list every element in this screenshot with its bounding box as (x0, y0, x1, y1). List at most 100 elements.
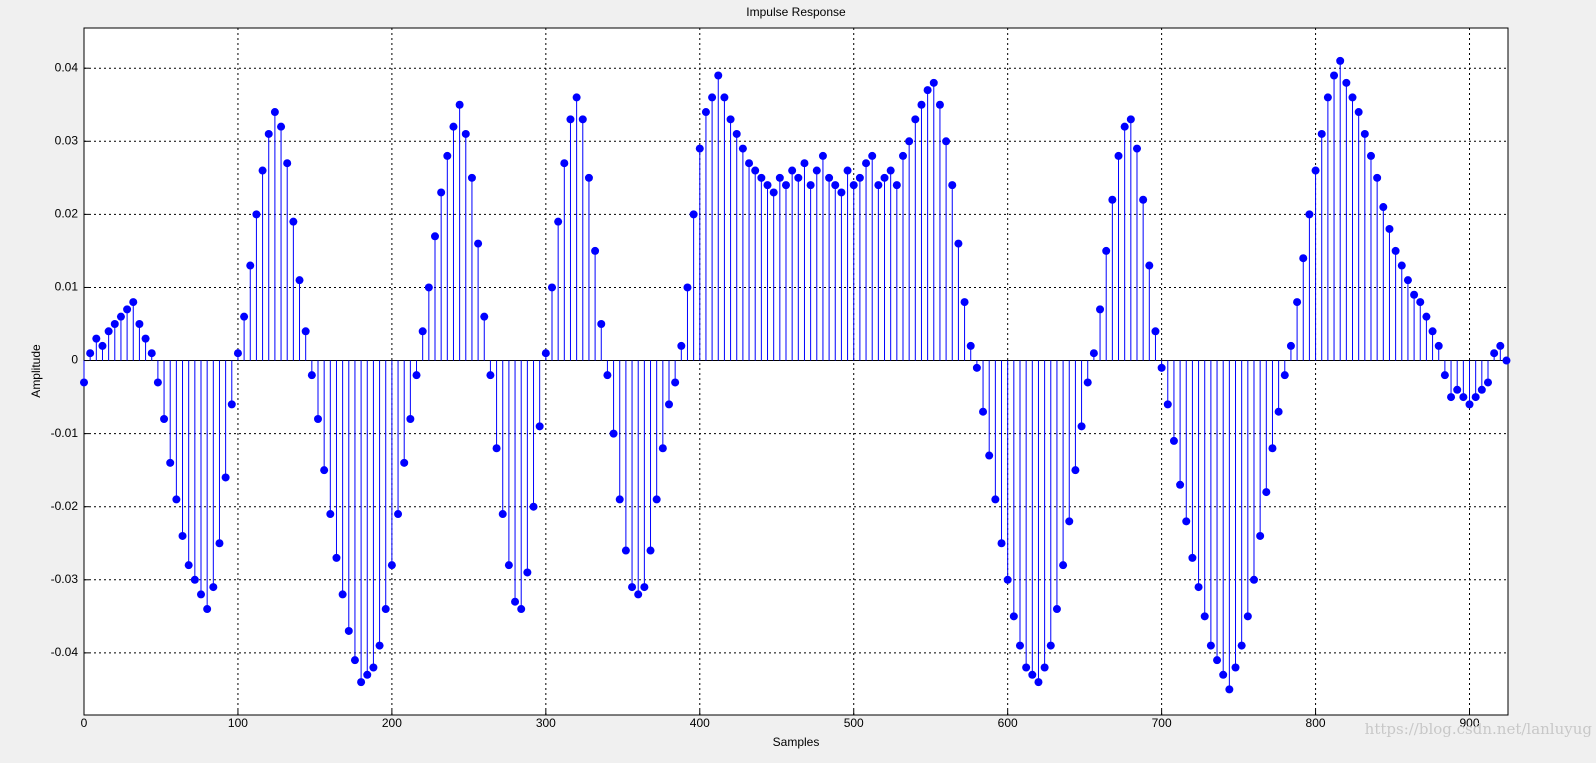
stem-marker (313, 415, 322, 424)
y-tick-label: 0.04 (55, 60, 79, 74)
y-tick-label: -0.02 (51, 499, 79, 513)
stem-marker (1422, 312, 1431, 321)
stem-marker (1317, 129, 1326, 138)
stem-marker (615, 495, 624, 504)
stem-marker (1397, 261, 1406, 270)
stem-marker (1157, 363, 1166, 372)
stem-marker (98, 341, 107, 350)
stem-marker (634, 590, 643, 599)
stem-marker (394, 510, 403, 519)
stem-marker (1132, 144, 1141, 153)
stem-marker (474, 239, 483, 248)
stem-marker (960, 298, 969, 307)
stem-marker (233, 349, 242, 358)
stem-marker (609, 429, 618, 438)
stem-marker (92, 334, 101, 343)
stem-marker (578, 115, 587, 124)
x-tick-label: 400 (690, 716, 710, 730)
stem-marker (1077, 422, 1086, 431)
stem-marker (215, 539, 224, 548)
stem-marker (320, 466, 329, 475)
stem-marker (892, 181, 901, 190)
stem-marker (1428, 327, 1437, 336)
y-tick-label: 0.01 (55, 280, 79, 294)
stem-marker (658, 444, 667, 453)
stem-marker (1403, 276, 1412, 285)
stem-marker (979, 407, 988, 416)
stem-marker (129, 298, 138, 307)
x-tick-label: 600 (998, 716, 1018, 730)
stem-marker (461, 129, 470, 138)
stem-marker (160, 415, 169, 424)
stem-marker (227, 400, 236, 409)
stem-marker (1015, 641, 1024, 650)
stem-marker (800, 159, 809, 168)
x-tick-label: 800 (1306, 716, 1326, 730)
stem-marker (1219, 670, 1228, 679)
stem-marker (363, 670, 372, 679)
stem-marker (1330, 71, 1339, 80)
stem-marker (1459, 393, 1468, 402)
stem-marker (726, 115, 735, 124)
stem-marker (1213, 656, 1222, 665)
stem-marker (898, 151, 907, 160)
stem-marker (480, 312, 489, 321)
stem-marker (652, 495, 661, 504)
stem-marker (1003, 575, 1012, 584)
stem-marker (307, 371, 316, 380)
stem-marker (511, 597, 520, 606)
stem-marker (1040, 663, 1049, 672)
stem-marker (1434, 341, 1443, 350)
stem-marker (400, 458, 409, 467)
stem-marker (880, 173, 889, 182)
stem-marker (116, 312, 125, 321)
stem-marker (775, 173, 784, 182)
stem-marker (166, 458, 175, 467)
y-tick-label: -0.01 (51, 426, 79, 440)
stem-marker (1311, 166, 1320, 175)
stem-marker (1385, 224, 1394, 233)
stem-marker (701, 108, 710, 117)
y-tick-label: 0.02 (55, 207, 79, 221)
stem-marker (443, 151, 452, 160)
stem-marker (332, 553, 341, 562)
stem-marker (1496, 341, 1505, 350)
stem-marker (714, 71, 723, 80)
y-tick-label: -0.03 (51, 572, 79, 586)
stem-marker (270, 108, 279, 117)
stem-marker (1176, 480, 1185, 489)
stem-marker (1206, 641, 1215, 650)
stem-marker (289, 217, 298, 226)
stem-marker (911, 115, 920, 124)
stem-marker (757, 173, 766, 182)
stem-marker (517, 605, 526, 614)
stem-marker (252, 210, 261, 219)
stem-marker (825, 173, 834, 182)
x-tick-label: 500 (844, 716, 864, 730)
stem-marker (708, 93, 717, 102)
stem-marker (1225, 685, 1234, 694)
stem-marker (868, 151, 877, 160)
stem-marker (584, 173, 593, 182)
stem-marker (566, 115, 575, 124)
stem-marker (886, 166, 895, 175)
stem-marker (547, 283, 556, 292)
stem-marker (745, 159, 754, 168)
stem-marker (1490, 349, 1499, 358)
stem-marker (1108, 195, 1117, 204)
y-axis-label: Amplitude (29, 344, 43, 398)
stem-marker (1373, 173, 1382, 182)
stem-marker (1274, 407, 1283, 416)
stem-marker (86, 349, 95, 358)
stem-marker (1194, 583, 1203, 592)
stem-marker (1366, 151, 1375, 160)
stem-marker (381, 605, 390, 614)
stem-marker (153, 378, 162, 387)
stem-marker (277, 122, 286, 131)
stem-marker (1360, 129, 1369, 138)
stem-marker (1034, 678, 1043, 687)
y-tick-label: -0.04 (51, 645, 79, 659)
stem-marker (375, 641, 384, 650)
stem-marker (874, 181, 883, 190)
stem-marker (954, 239, 963, 248)
